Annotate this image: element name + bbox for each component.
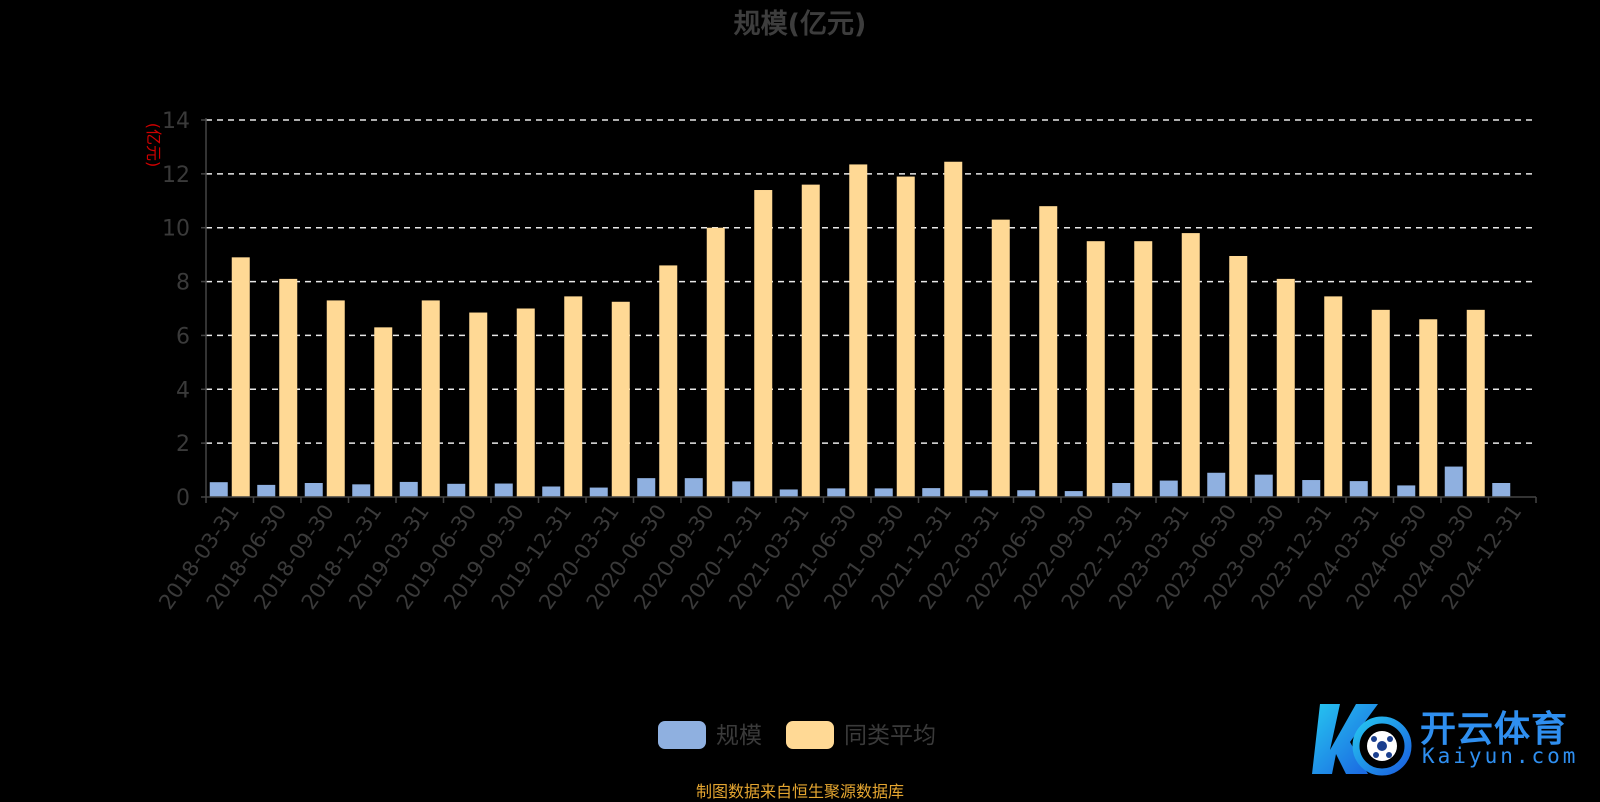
- y-tick-labels: 0 2 4 6 8 10 12 14: [162, 109, 190, 511]
- bar-同类平均-2019-03-31[interactable]: [421, 300, 440, 497]
- bar-同类平均-2021-12-31[interactable]: [944, 161, 963, 497]
- bar-同类平均-2023-12-31[interactable]: [1324, 296, 1343, 497]
- bar-同类平均-2020-12-31[interactable]: [754, 190, 773, 497]
- bar-同类平均-2020-09-30[interactable]: [706, 227, 725, 497]
- bar-同类平均-2024-09-30[interactable]: [1466, 309, 1485, 497]
- bar-同类平均-2023-06-30[interactable]: [1229, 255, 1248, 497]
- watermark-logo: 开云体育 Kaiyun.com: [1306, 694, 1586, 784]
- legend-label: 同类平均: [844, 723, 936, 749]
- bar-规模-2021-09-30[interactable]: [874, 488, 893, 497]
- y-tick-label: 12: [162, 163, 190, 188]
- bar-同类平均-2021-06-30[interactable]: [849, 164, 868, 498]
- bar-规模-2020-06-30[interactable]: [637, 478, 656, 497]
- bar-规模-2024-06-30[interactable]: [1397, 485, 1416, 497]
- legend-label: 规模: [716, 723, 762, 749]
- bar-规模-2023-09-30[interactable]: [1254, 474, 1273, 497]
- bar-规模-2023-03-31[interactable]: [1159, 480, 1178, 497]
- bar-同类平均-2024-03-31[interactable]: [1371, 309, 1390, 497]
- bar-规模-2021-06-30[interactable]: [827, 488, 846, 497]
- legend-swatch: [786, 721, 834, 749]
- bar-规模-2022-09-30[interactable]: [1064, 491, 1083, 497]
- bar-规模-2019-09-30[interactable]: [494, 483, 513, 497]
- bar-同类平均-2018-12-31[interactable]: [374, 327, 393, 497]
- bar-规模-2021-03-31[interactable]: [779, 489, 798, 497]
- bar-规模-2018-09-30[interactable]: [304, 482, 323, 497]
- bar-同类平均-2019-09-30[interactable]: [516, 308, 535, 498]
- bar-同类平均-2018-09-30[interactable]: [326, 300, 345, 497]
- bar-规模-2024-12-31[interactable]: [1492, 482, 1511, 497]
- bar-规模-2022-12-31[interactable]: [1112, 482, 1131, 497]
- bar-规模-2019-12-31[interactable]: [542, 486, 561, 497]
- chart-title: 规模(亿元): [734, 9, 867, 40]
- bar-规模-2022-03-31[interactable]: [969, 490, 988, 497]
- bar-规模-2018-12-31[interactable]: [352, 484, 371, 497]
- bar-规模-2024-09-30[interactable]: [1444, 466, 1463, 497]
- bar-同类平均-2022-06-30[interactable]: [1039, 206, 1058, 497]
- bar-规模-2019-06-30[interactable]: [447, 483, 466, 497]
- bar-同类平均-2018-03-31[interactable]: [231, 257, 250, 497]
- y-tick-label: 8: [176, 271, 190, 296]
- bar-同类平均-2020-03-31[interactable]: [611, 301, 630, 497]
- watermark-cn: 开云体育: [1420, 709, 1569, 750]
- x-tick-labels: 2018-03-312018-06-302018-09-302018-12-31…: [154, 500, 1526, 614]
- bar-同类平均-2023-09-30[interactable]: [1276, 278, 1295, 497]
- bar-同类平均-2018-06-30[interactable]: [279, 278, 298, 497]
- y-axis-label: (亿元): [144, 123, 163, 168]
- bar-规模-2020-09-30[interactable]: [684, 478, 703, 497]
- bar-同类平均-2022-09-30[interactable]: [1086, 241, 1105, 497]
- bar-同类平均-2024-06-30[interactable]: [1419, 319, 1438, 497]
- y-tick-label: 4: [176, 378, 190, 403]
- legend-swatch: [658, 721, 706, 749]
- bars: [209, 161, 1511, 498]
- y-tick-label: 0: [176, 486, 190, 511]
- legend-item-规模[interactable]: 规模: [658, 721, 762, 749]
- bar-规模-2024-03-31[interactable]: [1349, 481, 1368, 497]
- source-note: 制图数据来自恒生聚源数据库: [695, 782, 904, 801]
- bar-规模-2021-12-31[interactable]: [922, 488, 941, 497]
- legend[interactable]: 规模 同类平均: [658, 721, 936, 749]
- axes: [201, 118, 1537, 503]
- legend-item-同类平均[interactable]: 同类平均: [786, 721, 936, 749]
- bar-规模-2018-06-30[interactable]: [257, 484, 276, 497]
- bar-同类平均-2022-12-31[interactable]: [1134, 241, 1153, 497]
- bar-同类平均-2022-03-31[interactable]: [991, 219, 1010, 497]
- y-tick-label: 10: [162, 217, 190, 242]
- watermark-en: Kaiyun.com: [1422, 744, 1579, 768]
- bar-规模-2019-03-31[interactable]: [399, 481, 418, 497]
- bar-规模-2023-06-30[interactable]: [1207, 472, 1226, 497]
- bar-同类平均-2023-03-31[interactable]: [1181, 233, 1200, 497]
- bar-同类平均-2019-12-31[interactable]: [564, 296, 583, 497]
- bar-同类平均-2021-09-30[interactable]: [896, 176, 915, 498]
- kaiyun-logo-icon: [1312, 704, 1412, 776]
- y-tick-label: 6: [176, 324, 190, 349]
- bar-规模-2023-12-31[interactable]: [1302, 480, 1321, 497]
- bar-规模-2018-03-31[interactable]: [209, 482, 228, 497]
- bar-规模-2020-12-31[interactable]: [732, 481, 751, 497]
- bar-规模-2022-06-30[interactable]: [1017, 490, 1036, 497]
- bar-同类平均-2020-06-30[interactable]: [659, 265, 678, 497]
- bar-同类平均-2019-06-30[interactable]: [469, 312, 488, 497]
- y-tick-label: 14: [162, 109, 190, 134]
- bar-规模-2020-03-31[interactable]: [589, 487, 608, 497]
- y-tick-label: 2: [176, 432, 190, 457]
- bar-同类平均-2021-03-31[interactable]: [801, 184, 820, 497]
